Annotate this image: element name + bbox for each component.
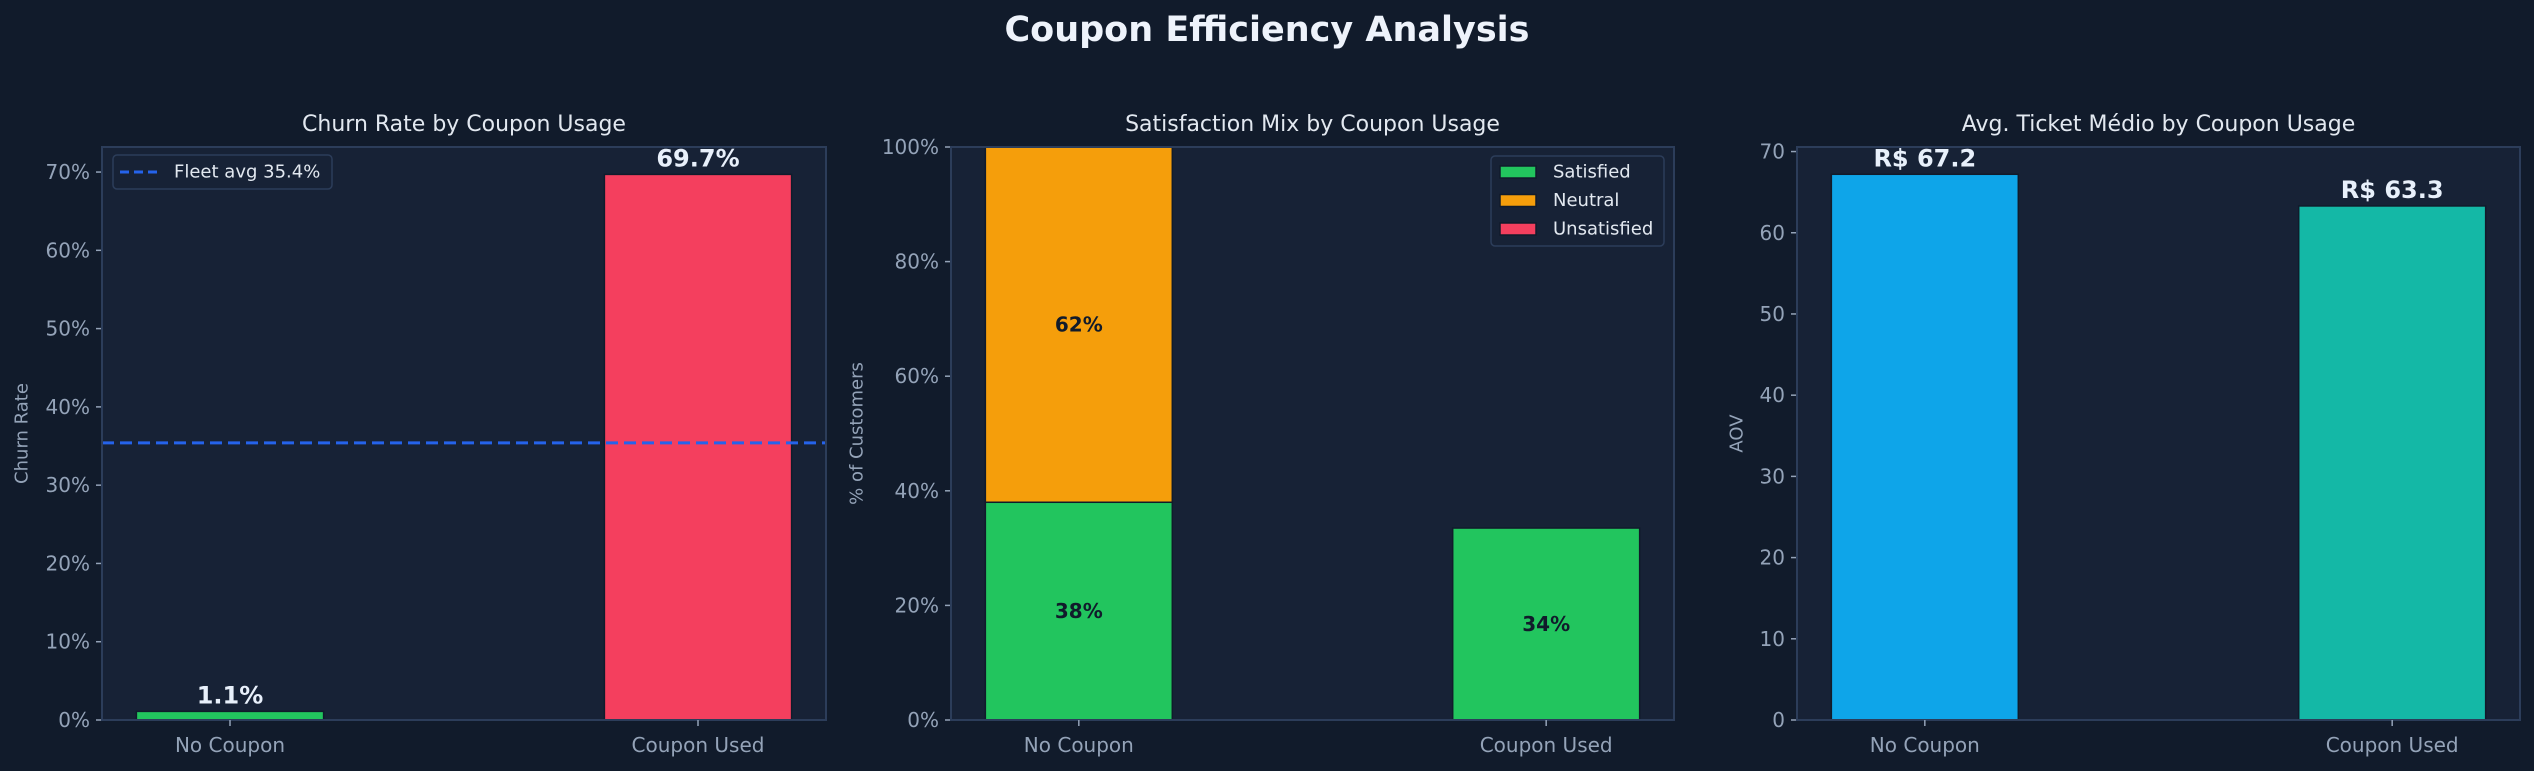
legend-label: Fleet avg 35.4% — [174, 162, 320, 183]
chart-title: Churn Rate by Coupon Usage — [302, 112, 626, 137]
y-tick-label: 80% — [895, 250, 939, 274]
bar — [135, 710, 325, 721]
y-tick-label: 20% — [46, 551, 90, 575]
axes-frame — [101, 146, 827, 721]
legend-label: Unsatisfied — [1553, 219, 1653, 240]
y-tick-label: 20 — [1760, 546, 1785, 570]
x-tick-label: No Coupon — [1870, 733, 1980, 757]
legend: Fleet avg 35.4% — [112, 154, 333, 190]
chart-title: Avg. Ticket Médio by Coupon Usage — [1962, 112, 2356, 137]
axes-frame — [950, 146, 1675, 721]
chart-2: Satisfaction Mix by Coupon Usage % of Cus… — [847, 112, 1675, 757]
bar-satisfied — [1451, 527, 1641, 721]
figure-title: Coupon Efficiency Analysis — [1004, 10, 1530, 50]
y-axis-label: % of Customers — [847, 362, 868, 505]
y-tick-label: 60% — [46, 238, 90, 262]
y-tick-label: 70 — [1760, 140, 1785, 164]
y-tick-label: 0% — [907, 708, 939, 732]
y-tick-label: 0 — [1772, 708, 1785, 732]
bar-value-label: 69.7% — [656, 144, 739, 172]
y-tick-label: 60% — [895, 364, 939, 388]
bar — [2297, 205, 2487, 721]
y-tick-label: 50% — [46, 317, 90, 341]
segment-value-label: 34% — [1522, 612, 1570, 636]
legend-swatch-icon — [1499, 165, 1537, 179]
y-tick-label: 50 — [1760, 302, 1785, 326]
x-tick-label: Coupon Used — [1480, 733, 1613, 757]
y-tick-label: 10% — [46, 630, 90, 654]
y-tick-label: 40% — [895, 479, 939, 503]
y-tick-label: 40% — [46, 395, 90, 419]
bar-neutral — [984, 146, 1174, 504]
x-tick-label: No Coupon — [1024, 733, 1134, 757]
bar-value-label: R$ 63.3 — [2341, 176, 2444, 204]
axes-frame — [1796, 146, 2521, 721]
y-axis-label: Churn Rate — [12, 383, 33, 484]
chart-3: Avg. Ticket Médio by Coupon Usage AOV 0 10 2… — [1727, 112, 2521, 757]
legend-swatch-icon — [1499, 222, 1537, 236]
y-tick-label: 100% — [882, 135, 939, 159]
x-tick-label: Coupon Used — [632, 733, 765, 757]
y-tick-label: 0% — [58, 708, 90, 732]
legend-swatch-icon — [1499, 193, 1537, 208]
bar-satisfied — [984, 501, 1174, 721]
bar-value-label: R$ 67.2 — [1873, 144, 1976, 172]
legend-box — [112, 154, 333, 190]
chart-1: Churn Rate by Coupon Usage Churn Rate 0% 10… — [12, 112, 827, 757]
y-tick-label: 30% — [46, 473, 90, 497]
x-tick-label: Coupon Used — [2326, 733, 2459, 757]
bar-value-label: 1.1% — [197, 681, 264, 709]
y-tick-label: 70% — [46, 160, 90, 184]
bar — [603, 173, 793, 721]
legend-label: Neutral — [1553, 190, 1619, 211]
segment-value-label: 62% — [1055, 313, 1103, 337]
y-tick-label: 40 — [1760, 383, 1785, 407]
segment-value-label: 38% — [1055, 599, 1103, 623]
y-tick-label: 60 — [1760, 221, 1785, 245]
y-axis-label: AOV — [1727, 414, 1748, 453]
chart-title: Satisfaction Mix by Coupon Usage — [1125, 112, 1500, 137]
legend: Satisfied Neutral Unsatisfied — [1490, 155, 1665, 247]
y-tick-label: 10 — [1760, 627, 1785, 651]
y-tick-label: 30 — [1760, 464, 1785, 488]
y-tick-label: 20% — [895, 593, 939, 617]
legend-label: Satisfied — [1553, 162, 1631, 183]
bar — [1830, 173, 2020, 721]
x-tick-label: No Coupon — [175, 733, 285, 757]
